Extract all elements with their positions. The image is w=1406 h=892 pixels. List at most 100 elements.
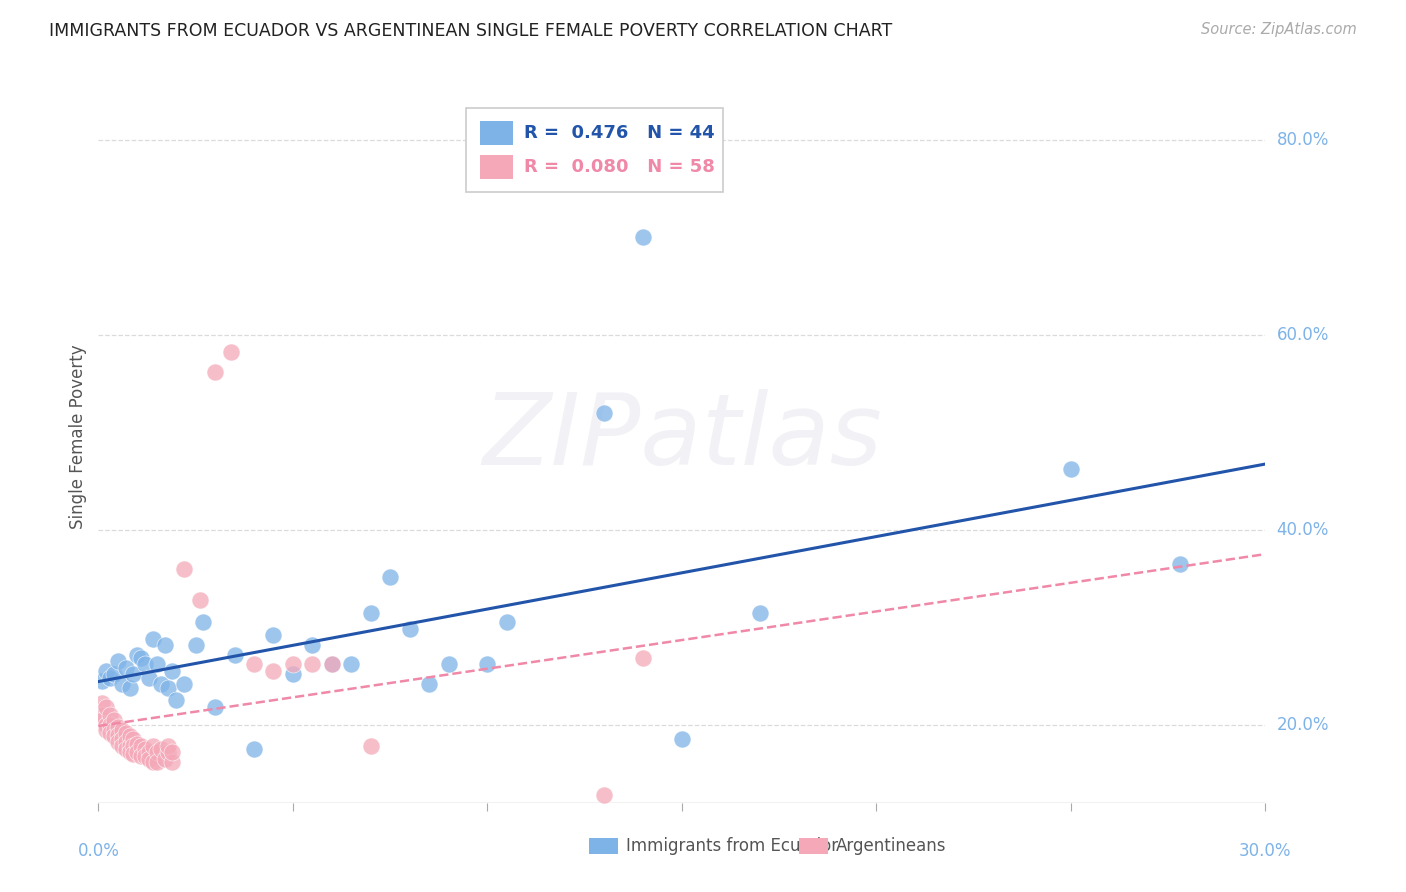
Point: [193, 615, 215, 630]
Y-axis label: Single Female Poverty: Single Female Poverty: [69, 345, 87, 529]
Point: [96, 718, 118, 732]
Point: [173, 562, 195, 576]
Point: [96, 700, 118, 714]
Point: [149, 742, 172, 756]
Point: [360, 739, 382, 754]
Text: R =  0.476   N = 44: R = 0.476 N = 44: [524, 124, 716, 142]
Point: [157, 745, 180, 759]
Point: [157, 739, 180, 754]
Point: [91, 708, 114, 723]
Point: [142, 632, 165, 646]
Point: [98, 718, 121, 732]
Point: [1168, 557, 1191, 571]
Point: [98, 725, 121, 739]
Point: [173, 677, 195, 691]
Point: [146, 755, 169, 769]
Text: IMMIGRANTS FROM ECUADOR VS ARGENTINEAN SINGLE FEMALE POVERTY CORRELATION CHART: IMMIGRANTS FROM ECUADOR VS ARGENTINEAN S…: [49, 22, 893, 40]
Point: [281, 667, 304, 681]
Point: [301, 657, 323, 672]
Bar: [479, 155, 513, 179]
Text: 40.0%: 40.0%: [1277, 521, 1329, 539]
Point: [118, 745, 141, 759]
Point: [184, 638, 207, 652]
Point: [477, 657, 499, 672]
Point: [153, 638, 176, 652]
Point: [165, 693, 187, 707]
Point: [162, 664, 184, 678]
Point: [91, 696, 114, 710]
Point: [262, 664, 284, 678]
Point: [127, 745, 149, 759]
Point: [134, 749, 156, 764]
Point: [149, 677, 172, 691]
FancyBboxPatch shape: [465, 108, 723, 192]
Text: 30.0%: 30.0%: [1239, 842, 1292, 860]
Text: 80.0%: 80.0%: [1277, 130, 1329, 149]
Point: [127, 737, 149, 751]
Point: [301, 638, 323, 652]
Point: [138, 752, 160, 766]
Point: [118, 730, 141, 744]
Point: [162, 745, 184, 759]
Point: [118, 739, 141, 754]
Point: [96, 664, 118, 678]
Point: [103, 667, 125, 681]
Point: [224, 648, 246, 662]
Text: R =  0.080   N = 58: R = 0.080 N = 58: [524, 158, 716, 177]
Point: [103, 713, 125, 727]
Text: Source: ZipAtlas.com: Source: ZipAtlas.com: [1201, 22, 1357, 37]
Bar: [479, 121, 513, 145]
Point: [243, 742, 266, 756]
Point: [111, 723, 134, 737]
Point: [153, 752, 176, 766]
Point: [122, 739, 145, 754]
Point: [593, 788, 616, 802]
Point: [134, 657, 156, 672]
Point: [134, 742, 156, 756]
Point: [142, 755, 165, 769]
Point: [321, 657, 343, 672]
Text: 20.0%: 20.0%: [1277, 715, 1329, 734]
Point: [129, 739, 152, 754]
Point: [127, 648, 149, 662]
Point: [631, 230, 654, 244]
Point: [146, 657, 169, 672]
Point: [418, 677, 440, 691]
Point: [593, 406, 616, 420]
Point: [162, 755, 184, 769]
Point: [748, 606, 770, 620]
Point: [398, 622, 420, 636]
Point: [114, 742, 136, 756]
Point: [631, 651, 654, 665]
Point: [1060, 462, 1083, 476]
Point: [243, 657, 266, 672]
Point: [91, 713, 114, 727]
Point: [107, 727, 129, 741]
Point: [157, 681, 180, 695]
Point: [96, 723, 118, 737]
Bar: [799, 838, 828, 854]
Point: [107, 654, 129, 668]
Point: [122, 732, 145, 747]
Point: [91, 673, 114, 688]
Point: [138, 671, 160, 685]
Point: [129, 651, 152, 665]
Point: [380, 569, 402, 583]
Point: [138, 745, 160, 759]
Point: [129, 749, 152, 764]
Point: [107, 720, 129, 734]
Point: [118, 681, 141, 695]
Point: [114, 735, 136, 749]
Point: [437, 657, 460, 672]
Point: [122, 667, 145, 681]
Text: 60.0%: 60.0%: [1277, 326, 1329, 343]
Point: [122, 747, 145, 761]
Point: [188, 593, 211, 607]
Point: [204, 700, 226, 714]
Point: [98, 671, 121, 685]
Point: [496, 615, 519, 630]
Point: [114, 725, 136, 739]
Point: [321, 657, 343, 672]
Point: [107, 735, 129, 749]
Point: [114, 661, 136, 675]
